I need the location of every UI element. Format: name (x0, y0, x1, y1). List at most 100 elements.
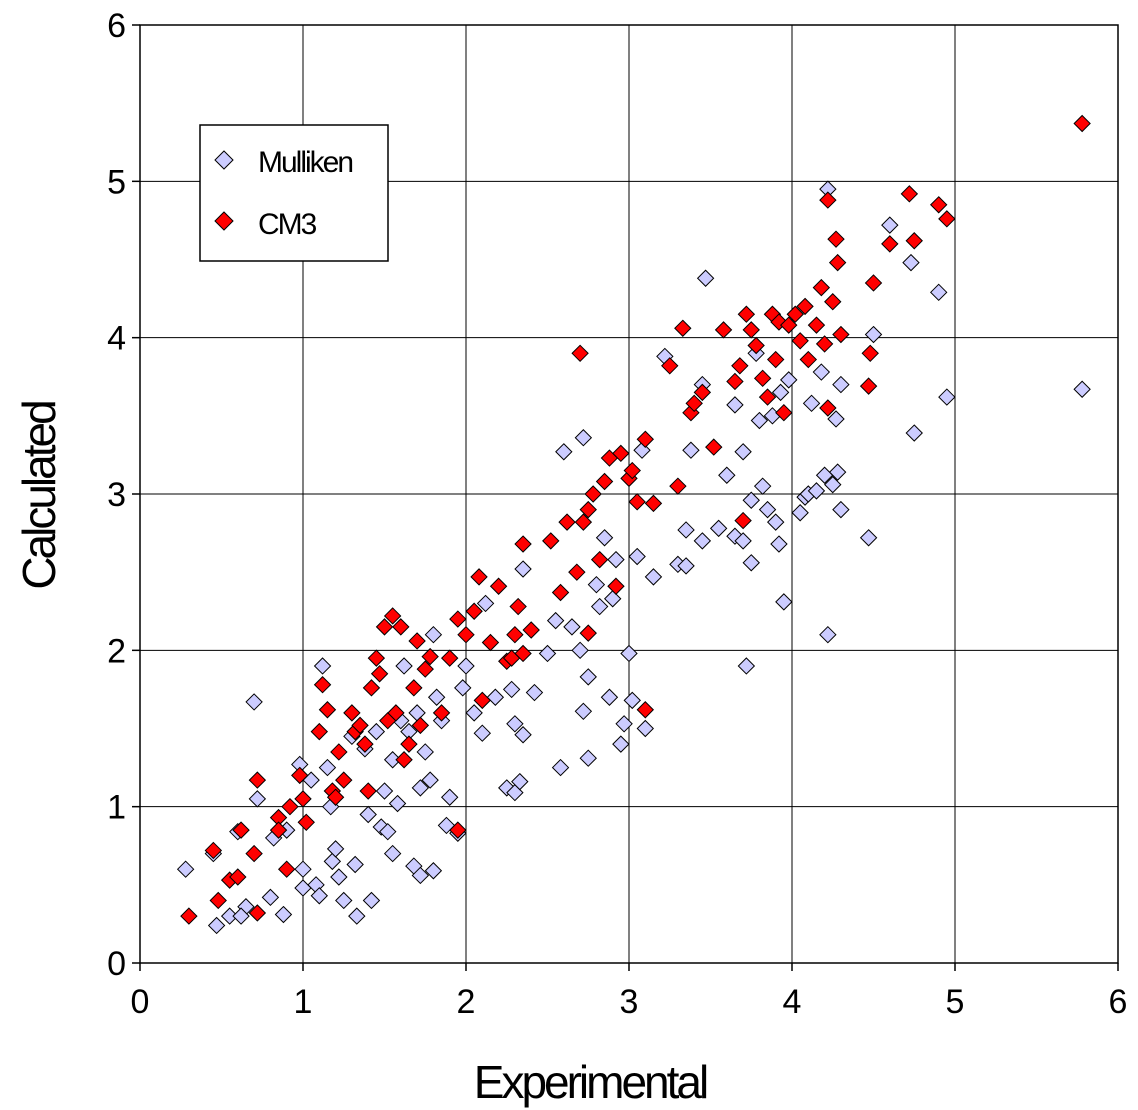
point-mulliken (612, 735, 630, 753)
point-cm3 (812, 278, 831, 297)
x-tick-label: 3 (620, 983, 639, 1021)
point-cm3 (229, 868, 247, 886)
point-cm3 (335, 771, 353, 789)
y-tick-label: 0 (107, 945, 126, 983)
point-mulliken (395, 657, 413, 675)
point-mulliken (176, 860, 195, 878)
point-cm3 (864, 274, 883, 292)
point-cm3 (693, 383, 712, 402)
point-mulliken (326, 840, 345, 858)
point-cm3 (310, 722, 329, 741)
point-cm3 (514, 644, 532, 663)
point-mulliken (546, 611, 565, 630)
point-cm3 (277, 860, 296, 878)
point-cm3 (509, 597, 527, 616)
point-cm3 (204, 841, 223, 860)
point-cm3 (465, 602, 483, 620)
point-mulliken (571, 641, 589, 660)
point-mulliken (323, 852, 342, 871)
point-cm3 (568, 563, 586, 581)
point-mulliken (348, 907, 366, 925)
point-mulliken (261, 888, 280, 907)
point-mulliken (828, 463, 847, 481)
y-tick-label: 1 (107, 789, 126, 827)
point-mulliken (587, 575, 606, 594)
point-mulliken (424, 862, 443, 880)
point-cm3 (367, 649, 386, 667)
point-mulliken (538, 644, 557, 663)
point-cm3 (905, 232, 923, 250)
point-cm3 (780, 316, 798, 334)
point-cm3 (506, 625, 524, 644)
point-mulliken (780, 371, 798, 389)
point-cm3 (737, 305, 756, 323)
point-cm3 (481, 633, 500, 652)
point-cm3 (400, 735, 418, 753)
point-mulliken (514, 560, 532, 578)
point-mulliken (318, 758, 337, 777)
point-mulliken (590, 597, 609, 616)
point-mulliken (682, 441, 700, 459)
legend-marker-cm3 (214, 211, 234, 231)
point-mulliken (473, 724, 492, 742)
legend-label-cm3: CM3 (258, 208, 317, 241)
point-cm3 (861, 344, 879, 363)
point-cm3 (900, 185, 919, 203)
point-cm3 (470, 568, 488, 586)
point-mulliken (498, 779, 516, 797)
point-mulliken (696, 269, 715, 287)
point-cm3 (799, 350, 818, 369)
point-mulliken (881, 216, 899, 234)
point-cm3 (636, 430, 655, 448)
point-mulliken (330, 868, 348, 886)
point-cm3 (786, 305, 804, 323)
legend-box (199, 124, 389, 262)
point-cm3 (408, 632, 426, 650)
point-mulliken (411, 866, 430, 885)
x-tick-label: 4 (783, 983, 802, 1021)
point-cm3 (775, 403, 793, 422)
y-tick-label: 5 (107, 163, 126, 201)
point-mulliken (379, 822, 397, 841)
point-mulliken (563, 618, 581, 636)
point-mulliken (595, 529, 614, 547)
point-cm3 (747, 336, 765, 355)
point-cm3 (807, 316, 826, 334)
point-cm3 (180, 907, 198, 925)
point-cm3 (351, 716, 369, 735)
point-mulliken (514, 726, 532, 744)
point-cm3 (359, 782, 377, 800)
point-mulliken (832, 500, 850, 519)
point-mulliken (742, 491, 760, 509)
point-cm3 (766, 350, 785, 369)
x-axis-title: Experimental (474, 1056, 707, 1108)
point-mulliken (802, 394, 821, 413)
point-mulliken (476, 594, 495, 613)
point-mulliken (245, 693, 263, 711)
point-cm3 (248, 771, 267, 789)
point-cm3 (734, 511, 752, 530)
point-mulliken (457, 657, 475, 675)
point-cm3 (449, 610, 467, 628)
tick-labels: 0 1 2 3 4 5 6 0 1 2 3 4 5 6 (107, 7, 1127, 1021)
point-mulliken (734, 532, 752, 550)
point-mulliken (232, 907, 250, 925)
point-cm3 (584, 485, 602, 503)
point-mulliken (766, 513, 785, 531)
point-mulliken (427, 688, 446, 706)
point-cm3 (714, 321, 733, 339)
point-mulliken (555, 443, 573, 461)
point-cm3 (827, 230, 845, 248)
point-mulliken (274, 905, 293, 924)
point-cm3 (318, 701, 337, 719)
x-tick-label: 2 (457, 983, 476, 1021)
point-cm3 (416, 660, 434, 678)
point-cm3 (356, 735, 374, 753)
point-mulliken (737, 657, 756, 675)
point-cm3 (574, 513, 593, 531)
point-mulliken (486, 688, 505, 706)
point-mulliken (938, 388, 956, 406)
point-cm3 (294, 790, 312, 808)
point-mulliken (677, 557, 695, 575)
